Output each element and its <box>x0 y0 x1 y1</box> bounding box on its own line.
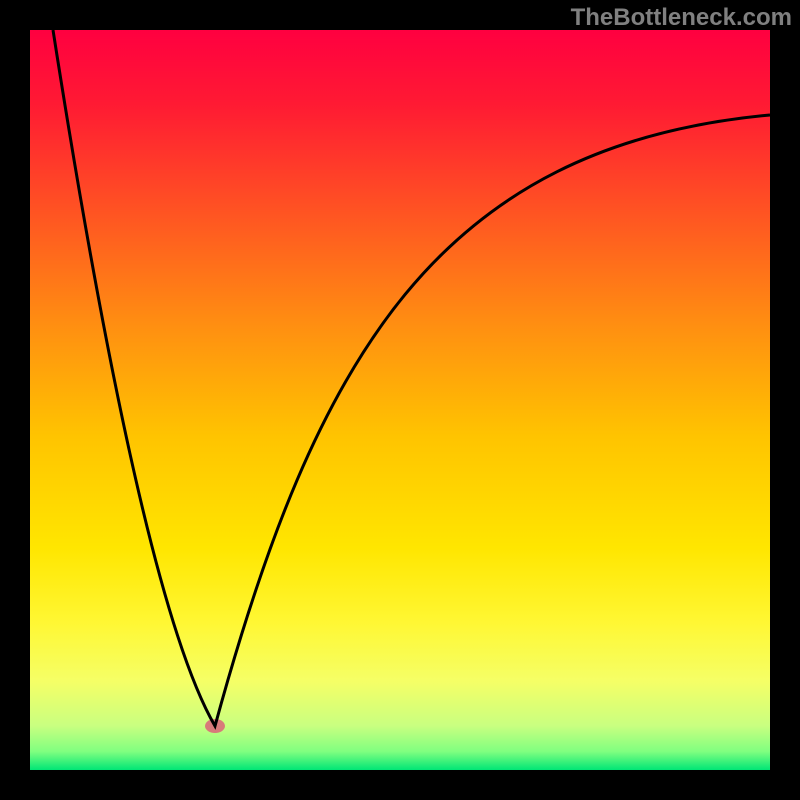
plot-area <box>30 30 770 770</box>
chart-stage: TheBottleneck.com <box>0 0 800 800</box>
bottleneck-curve <box>53 30 770 726</box>
curve-layer <box>30 30 770 770</box>
watermark-text: TheBottleneck.com <box>571 4 792 32</box>
